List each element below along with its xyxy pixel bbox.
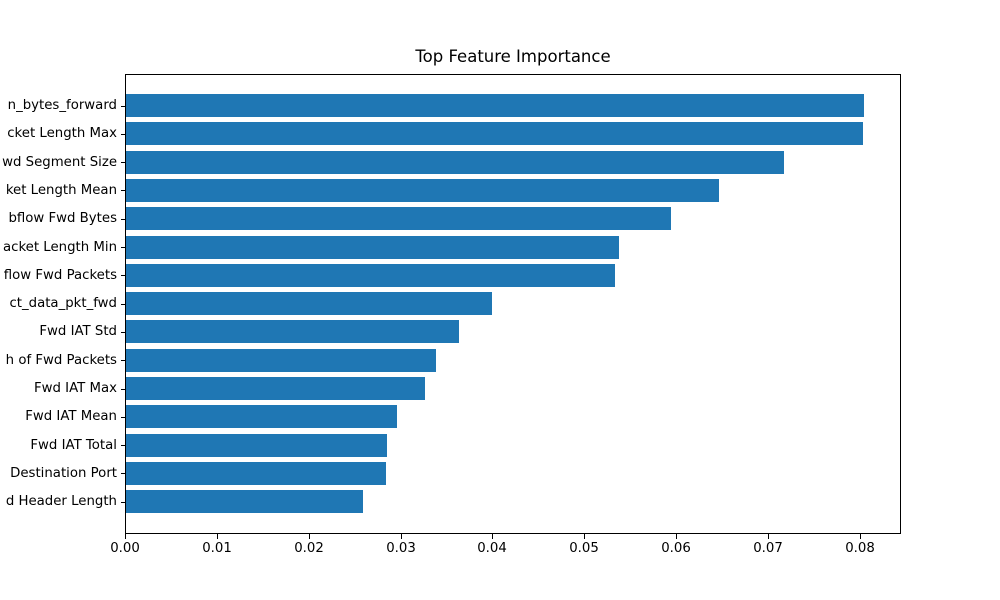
y-tick-label-9: h of Fwd Packets — [5, 352, 117, 368]
x-tick-mark-2 — [309, 534, 310, 539]
y-tick-label-2: wd Segment Size — [2, 154, 117, 170]
x-tick-mark-3 — [401, 534, 402, 539]
y-tick-mark-4 — [121, 219, 125, 220]
x-tick-label-8: 0.08 — [845, 541, 875, 556]
bar-12 — [126, 433, 387, 457]
y-tick-mark-0 — [121, 106, 125, 107]
y-tick-label-13: Destination Port — [10, 465, 117, 481]
x-tick-label-4: 0.04 — [477, 541, 507, 556]
y-tick-mark-10 — [121, 389, 125, 390]
bar-8 — [126, 320, 459, 344]
y-tick-mark-1 — [121, 134, 125, 135]
y-tick-mark-9 — [121, 360, 125, 361]
bar-1 — [126, 122, 863, 146]
y-tick-label-1: cket Length Max — [7, 126, 117, 142]
x-tick-mark-7 — [768, 534, 769, 539]
y-tick-label-0: n_bytes_forward — [7, 98, 117, 113]
x-tick-label-5: 0.05 — [569, 541, 599, 556]
bar-5 — [126, 235, 619, 259]
y-tick-label-11: Fwd IAT Mean — [25, 409, 117, 425]
y-tick-mark-11 — [121, 417, 125, 418]
bar-4 — [126, 207, 671, 231]
y-tick-label-8: Fwd IAT Std — [39, 324, 117, 340]
bar-11 — [126, 405, 397, 429]
x-tick-label-2: 0.02 — [294, 541, 324, 556]
y-tick-mark-3 — [121, 190, 125, 191]
chart-title: Top Feature Importance — [415, 47, 611, 66]
x-tick-mark-1 — [217, 534, 218, 539]
y-tick-mark-5 — [121, 247, 125, 248]
y-tick-mark-7 — [121, 304, 125, 305]
x-tick-label-0: 0.00 — [110, 541, 140, 556]
bar-14 — [126, 490, 363, 514]
bar-9 — [126, 348, 436, 372]
y-tick-label-7: ct_data_pkt_fwd — [9, 296, 117, 312]
x-tick-label-7: 0.07 — [753, 541, 783, 556]
x-tick-mark-6 — [676, 534, 677, 539]
bar-13 — [126, 461, 386, 485]
bar-6 — [126, 263, 615, 287]
y-tick-mark-2 — [121, 162, 125, 163]
y-tick-mark-14 — [121, 502, 125, 503]
y-tick-label-4: bflow Fwd Bytes — [8, 211, 117, 227]
x-tick-mark-5 — [584, 534, 585, 539]
y-tick-label-12: Fwd IAT Total — [30, 437, 117, 453]
x-tick-mark-0 — [125, 534, 126, 539]
y-tick-mark-12 — [121, 445, 125, 446]
y-tick-label-3: ket Length Mean — [5, 182, 117, 198]
y-tick-mark-6 — [121, 275, 125, 276]
bar-7 — [126, 292, 492, 316]
x-tick-label-1: 0.01 — [202, 541, 232, 556]
x-tick-label-6: 0.06 — [661, 541, 691, 556]
y-tick-label-6: flow Fwd Packets — [3, 267, 117, 283]
bar-2 — [126, 150, 784, 174]
x-tick-mark-4 — [492, 534, 493, 539]
y-tick-mark-8 — [121, 332, 125, 333]
y-tick-label-14: d Header Length — [5, 494, 117, 510]
bar-10 — [126, 377, 425, 400]
x-tick-label-3: 0.03 — [386, 541, 416, 556]
y-tick-mark-13 — [121, 473, 125, 474]
y-tick-label-5: acket Length Min — [3, 239, 117, 255]
x-tick-mark-8 — [860, 534, 861, 539]
y-tick-label-10: Fwd IAT Max — [33, 381, 117, 396]
bar-3 — [126, 178, 719, 202]
bar-0 — [126, 94, 864, 117]
